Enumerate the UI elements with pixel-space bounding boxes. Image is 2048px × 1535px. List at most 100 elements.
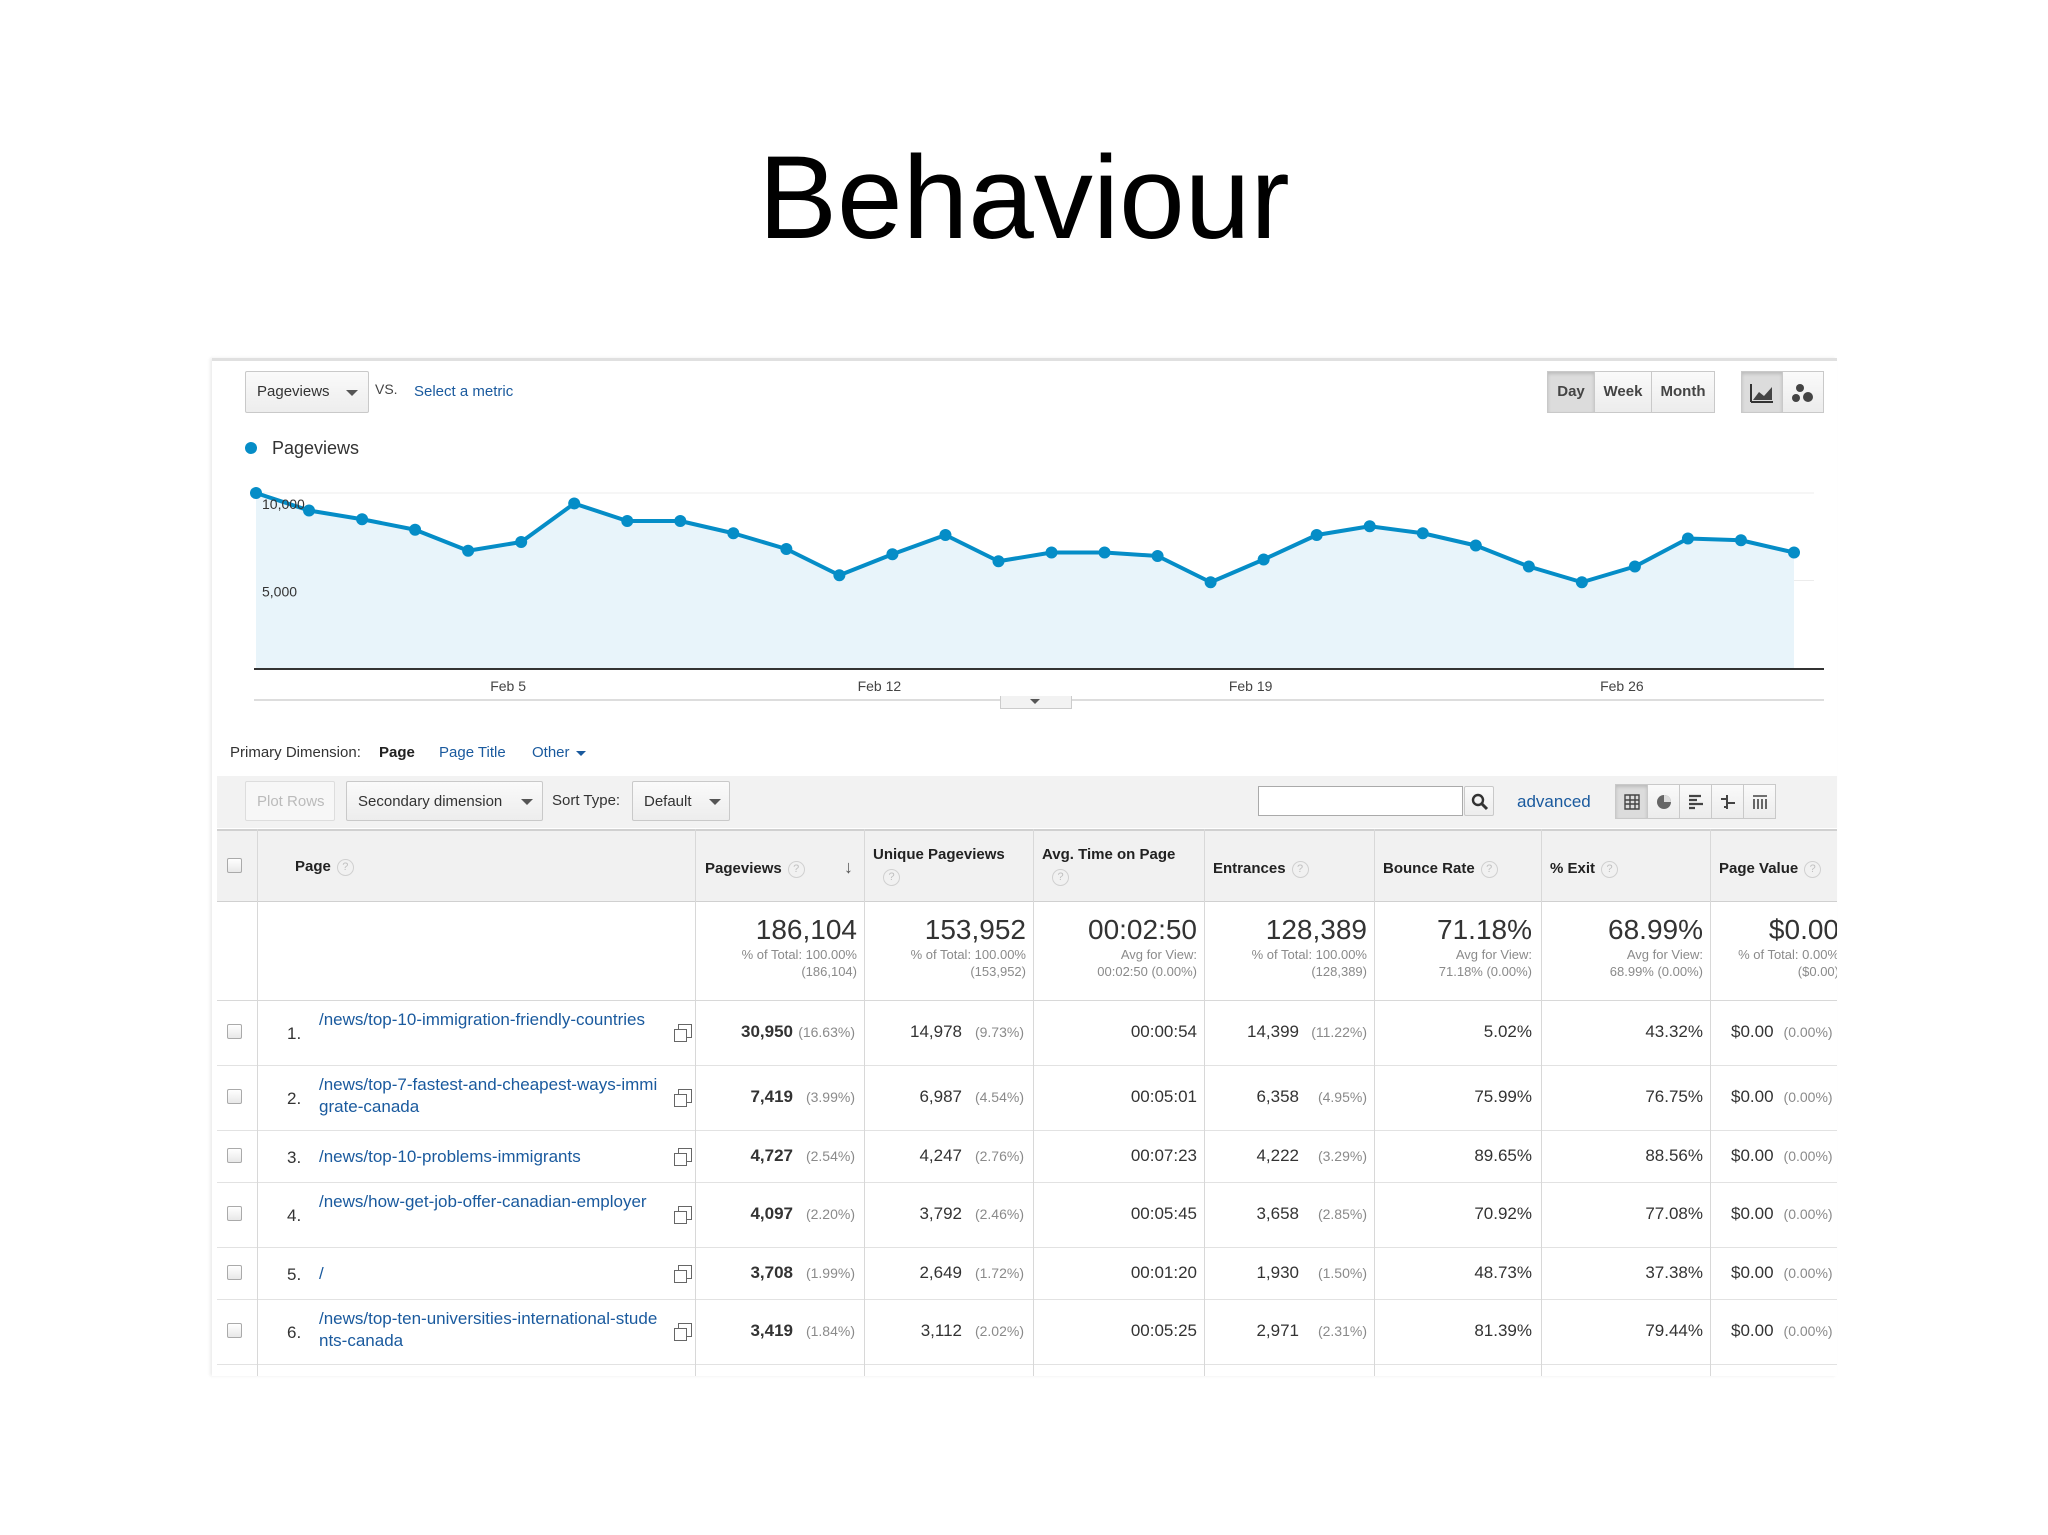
table-search-input[interactable] xyxy=(1258,786,1463,816)
table-row[interactable]: 1. /news/top-10-immigration-friendly-coun… xyxy=(217,1001,1837,1066)
help-icon[interactable]: ? xyxy=(336,858,354,876)
header-page-value[interactable]: Page Value? xyxy=(1719,860,1822,878)
help-icon[interactable]: ? xyxy=(1291,860,1309,878)
external-link-icon[interactable] xyxy=(674,1024,692,1042)
sort-descending-icon[interactable]: ↓ xyxy=(844,857,853,877)
table-row[interactable]: 2. /news/top-7-fastest-and-cheapest-ways-… xyxy=(217,1066,1837,1131)
range-week-button[interactable]: Week xyxy=(1594,371,1652,413)
external-link-icon[interactable] xyxy=(674,1089,692,1107)
secondary-dimension-dropdown[interactable]: Secondary dimension xyxy=(346,781,543,821)
search-button[interactable] xyxy=(1464,786,1494,816)
slide-title: Behaviour xyxy=(758,132,1290,264)
total-caption: 68.99% (0.00%) xyxy=(1609,964,1703,979)
entrances-value: 2,971 xyxy=(1256,1321,1299,1340)
page-path-link[interactable]: / xyxy=(319,1264,324,1283)
total-caption: Avg for View: xyxy=(1120,947,1197,962)
page-value-percent: (0.00%) xyxy=(1783,1089,1833,1105)
page-value-percent: (0.00%) xyxy=(1783,1265,1833,1281)
row-checkbox[interactable] xyxy=(227,1024,242,1039)
row-checkbox[interactable] xyxy=(227,1265,242,1280)
help-icon[interactable]: ? xyxy=(1601,860,1619,878)
header-exit[interactable]: % Exit? xyxy=(1550,860,1619,878)
row-checkbox[interactable] xyxy=(227,1323,242,1338)
advanced-filter-link[interactable]: advanced xyxy=(1517,792,1591,811)
data-point xyxy=(462,544,475,557)
page-path-link[interactable]: /news/top-7-fastest-and-cheapest-ways-im… xyxy=(319,1075,658,1116)
table-view-button[interactable] xyxy=(1615,784,1648,819)
row-index: 2. xyxy=(287,1089,302,1108)
select-metric-link[interactable]: Select a metric xyxy=(414,383,514,400)
total-cell: 153,952 % of Total: 100.00% (153,952) xyxy=(868,914,1026,980)
table-row-partial xyxy=(217,1365,1837,1376)
page-value-percent: (0.00%) xyxy=(1783,1148,1833,1164)
search-icon xyxy=(1471,793,1489,811)
table-row[interactable]: 6. /news/top-ten-universities-internation… xyxy=(217,1300,1837,1365)
header-unique-pageviews[interactable]: Unique Pageviews? xyxy=(873,844,1033,888)
header-page-value-label: Page Value xyxy=(1719,860,1799,877)
header-page[interactable]: Page? xyxy=(295,858,354,876)
page-path-link[interactable]: /news/how-get-job-offer-canadian-employe… xyxy=(319,1192,647,1211)
plot-rows-button[interactable]: Plot Rows xyxy=(245,781,335,821)
total-caption: % of Total: 100.00% xyxy=(741,947,857,962)
data-point xyxy=(674,515,687,527)
legend-label: Pageviews xyxy=(272,438,360,458)
motion-chart-button[interactable] xyxy=(1782,371,1824,413)
header-bounce-rate[interactable]: Bounce Rate? xyxy=(1383,860,1498,878)
row-checkbox[interactable] xyxy=(227,1089,242,1104)
help-icon[interactable]: ? xyxy=(1804,860,1822,878)
external-link-icon[interactable] xyxy=(674,1323,692,1341)
table-row[interactable]: 3. /news/top-10-problems-immigrants 4,727 (… xyxy=(217,1131,1837,1183)
range-month-button[interactable]: Month xyxy=(1651,371,1715,413)
table-row[interactable]: 5. / 3,708 (1.99%) 2,649 (1.72%) 00:01:20 1,930… xyxy=(217,1248,1837,1300)
table-row[interactable]: 4. /news/how-get-job-offer-canadian-emplo… xyxy=(217,1183,1837,1248)
data-point xyxy=(250,487,262,499)
pageviews-percent: (1.99%) xyxy=(805,1265,855,1281)
metric-dropdown[interactable]: Pageviews xyxy=(245,371,369,413)
dimension-page-title[interactable]: Page Title xyxy=(439,744,506,761)
help-icon[interactable]: ? xyxy=(883,868,900,886)
total-caption: % of Total: 0.00% xyxy=(1738,947,1837,962)
chart-collapse-handle[interactable] xyxy=(1000,696,1072,709)
sort-type-dropdown[interactable]: Default xyxy=(632,781,730,821)
y-tick-label: 10,000 xyxy=(262,496,305,512)
page-value: $0.00 xyxy=(1731,1204,1774,1223)
total-cell: 128,389 % of Total: 100.00% (128,389) xyxy=(1207,914,1367,980)
unique-cell: 4,247 (2.76%) xyxy=(866,1146,1024,1166)
header-unique-pageviews-label: Unique Pageviews xyxy=(873,846,1005,863)
total-cell: 68.99% Avg for View: 68.99% (0.00%) xyxy=(1543,914,1703,980)
external-link-icon[interactable] xyxy=(674,1265,692,1283)
data-point xyxy=(833,569,846,582)
pivot-view-button[interactable] xyxy=(1743,784,1776,819)
external-link-icon[interactable] xyxy=(674,1206,692,1224)
total-value: 153,952 xyxy=(924,914,1026,945)
unique-value: 14,978 xyxy=(910,1022,962,1041)
header-avg-time[interactable]: Avg. Time on Page? xyxy=(1042,844,1202,888)
row-index: 3. xyxy=(287,1148,302,1167)
pie-view-button[interactable] xyxy=(1647,784,1680,819)
dimension-page[interactable]: Page xyxy=(379,744,415,761)
range-month-label: Month xyxy=(1660,383,1706,400)
total-caption: Avg for View: xyxy=(1626,947,1703,962)
header-entrances[interactable]: Entrances? xyxy=(1213,860,1309,878)
range-day-button[interactable]: Day xyxy=(1547,371,1595,413)
bounce-rate-cell: 89.65% xyxy=(1474,1146,1532,1165)
comparison-view-button[interactable] xyxy=(1711,784,1744,819)
row-checkbox[interactable] xyxy=(227,1206,242,1221)
select-all-checkbox[interactable] xyxy=(227,858,242,873)
row-checkbox[interactable] xyxy=(227,1148,242,1163)
pageviews-value: 30,950 xyxy=(741,1022,793,1041)
help-icon[interactable]: ? xyxy=(1480,860,1498,878)
dimension-other[interactable]: Other xyxy=(532,744,586,761)
header-pageviews[interactable]: Pageviews? xyxy=(705,860,805,878)
help-icon[interactable]: ? xyxy=(787,860,805,878)
page-path-link[interactable]: /news/top-ten-universities-international… xyxy=(319,1309,658,1350)
line-chart-button[interactable] xyxy=(1741,371,1783,413)
exit-cell: 76.75% xyxy=(1645,1087,1703,1106)
external-link-icon[interactable] xyxy=(674,1148,692,1166)
bounce-rate-cell: 81.39% xyxy=(1474,1321,1532,1340)
page-path-link[interactable]: /news/top-10-immigration-friendly-countr… xyxy=(319,1010,645,1029)
page-value-cell: $0.00 (0.00%) xyxy=(1713,1087,1837,1107)
bar-view-button[interactable] xyxy=(1679,784,1712,819)
help-icon[interactable]: ? xyxy=(1052,868,1069,886)
page-path-link[interactable]: /news/top-10-problems-immigrants xyxy=(319,1147,581,1166)
